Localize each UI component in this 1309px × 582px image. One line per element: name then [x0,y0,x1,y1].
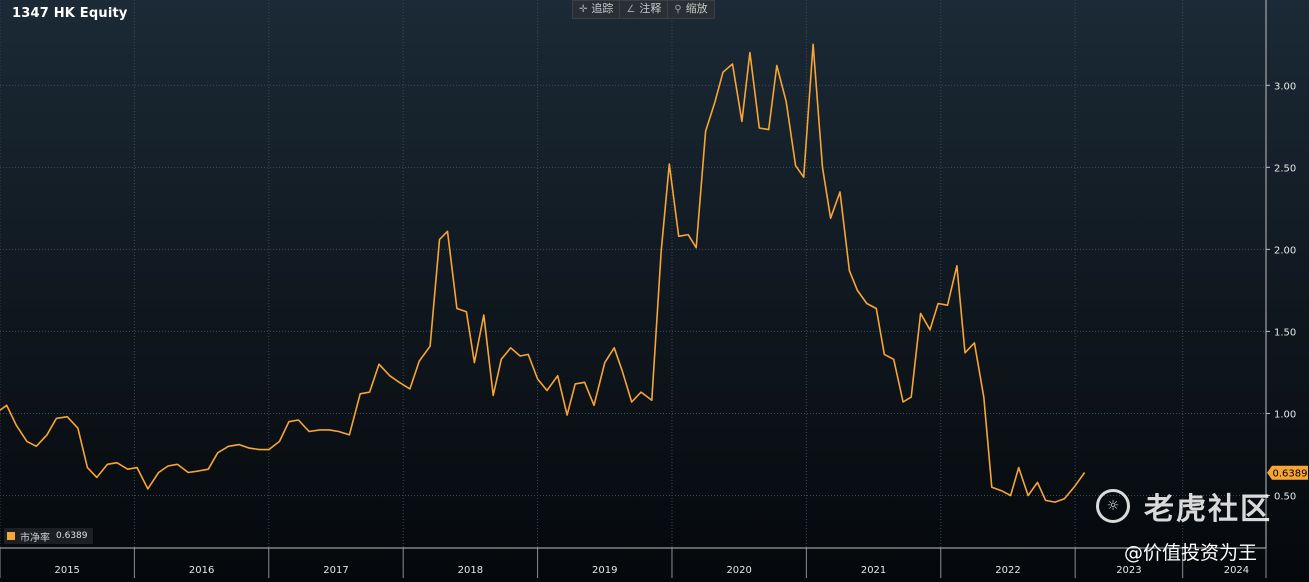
x-tick-label: 2016 [189,565,214,576]
watermark-brand: 老虎社区 [1144,492,1272,527]
legend-label: 市净率 [20,532,50,544]
annotate-label: 注释 [639,2,662,15]
y-tick-label: 3.00 [1274,81,1296,92]
x-tick-label: 2019 [592,565,617,576]
x-tick-label: 2020 [726,565,751,576]
annotate-button[interactable]: ∠ 注释 [620,1,669,18]
last-value-label: 0.6389 [1273,469,1308,480]
zoom-label: 缩放 [685,2,708,15]
x-tick-label: 2017 [323,565,348,576]
legend-value: 0.6389 [56,531,88,541]
series-line-pb-ratio[interactable] [0,43,1086,503]
pencil-icon: ∠ [626,4,636,15]
last-value-badge [1267,465,1308,480]
magnifier-icon: ⚲ [674,4,682,15]
track-label: 追踪 [591,2,614,15]
y-tick-label: 0.50 [1274,491,1296,502]
watermark: ☼ 老虎社区 [1096,484,1272,528]
zoom-button[interactable]: ⚲ 缩放 [668,1,713,18]
x-tick-label: 2023 [1116,565,1141,576]
chart-toolbar: ✛ 追踪 ∠ 注释 ⚲ 缩放 [572,0,715,19]
tiger-logo-icon: ☼ [1096,489,1130,523]
legend[interactable]: 市净率 0.6389 [4,528,93,544]
x-tick-label: 2018 [458,565,483,576]
x-tick-label: 2024 [1224,565,1249,576]
crosshair-icon: ✛ [579,4,588,15]
watermark-handle: @价值投资为王 [1124,542,1258,564]
legend-swatch [7,532,15,540]
x-tick-label: 2022 [995,565,1020,576]
y-tick-label: 1.00 [1274,409,1296,420]
y-tick-label: 2.00 [1274,245,1296,256]
x-tick-label: 2021 [861,565,886,576]
chart-title: 1347 HK Equity [12,6,128,21]
y-tick-label: 1.50 [1274,327,1296,338]
y-tick-label: 2.50 [1274,163,1296,174]
track-button[interactable]: ✛ 追踪 [573,1,621,18]
x-tick-label: 2015 [54,565,79,576]
